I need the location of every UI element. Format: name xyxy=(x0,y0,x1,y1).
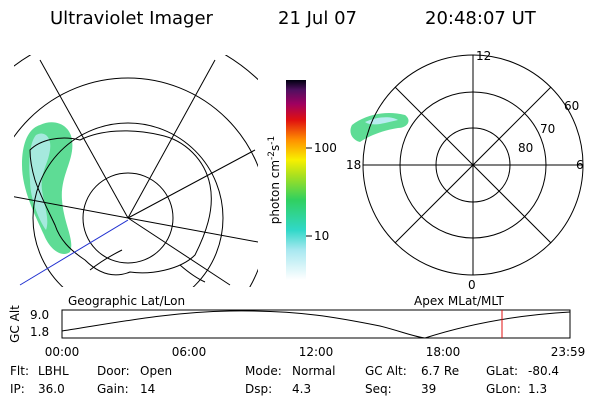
time: 20:48:07 UT xyxy=(425,8,537,29)
timeline-box xyxy=(61,309,571,339)
status-label: Gain: xyxy=(97,382,129,396)
mlat-label: 70 xyxy=(540,122,555,136)
mlt-label: 18 xyxy=(346,158,361,172)
coastline-detail xyxy=(89,249,206,283)
time-label: 00:00 xyxy=(45,345,80,359)
mlt-label: 0 xyxy=(468,278,476,292)
status-value: -80.4 xyxy=(528,364,559,378)
panel-label: Geographic Lat/Lon xyxy=(68,294,185,308)
status-label: Door: xyxy=(97,364,130,378)
colorbar-unit: photon cm-2s-1 xyxy=(267,136,282,225)
unit-exp: -2 xyxy=(267,151,277,160)
date: 21 Jul 07 xyxy=(278,8,357,29)
mlat-label: 80 xyxy=(518,141,533,155)
status-value: 1.3 xyxy=(528,382,547,396)
magnetic-map: 12 18 6 0 60 70 80 xyxy=(346,49,584,292)
timeline-y-label: 9.0 xyxy=(30,308,49,322)
status-fields: Flt: LBHL Door: Open Mode: Normal GC Alt: 6.7 R… xyxy=(10,364,559,396)
time-label: 18:00 xyxy=(426,345,461,359)
unit-mid: s xyxy=(268,145,282,151)
time-label: 23:59 xyxy=(551,345,586,359)
colorbar xyxy=(286,80,306,280)
status-label: GLat: xyxy=(486,364,518,378)
status-label: IP: xyxy=(10,382,25,396)
altitude-curve xyxy=(61,310,571,339)
unit-base: photon cm xyxy=(268,160,282,224)
colorbar-tick-label: 10 xyxy=(314,229,329,243)
status-label: Flt: xyxy=(10,364,29,378)
satellite-track xyxy=(19,219,129,286)
status-value: 14 xyxy=(140,382,155,396)
colorbar-tick-label: 100 xyxy=(314,141,337,155)
time-label: 12:00 xyxy=(299,345,334,359)
status-value: LBHL xyxy=(38,364,69,378)
status-value: 6.7 Re xyxy=(421,364,459,378)
timeline-axis-label: GC Alt xyxy=(8,305,22,343)
instrument: Ultraviolet Imager xyxy=(50,8,214,29)
status-value: 39 xyxy=(421,382,436,396)
status-label: GC Alt: xyxy=(365,364,407,378)
status-value: Open xyxy=(140,364,172,378)
status-value: Normal xyxy=(292,364,335,378)
status-value: 4.3 xyxy=(292,382,311,396)
aurora xyxy=(350,113,409,142)
panel-label: Apex MLat/MLT xyxy=(414,294,504,308)
status-label: Seq: xyxy=(365,382,392,396)
unit-exp: -1 xyxy=(267,136,277,145)
geographic-map xyxy=(14,55,258,287)
grid xyxy=(14,55,258,287)
status-label: GLon: xyxy=(486,382,521,396)
mlat-label: 60 xyxy=(564,99,579,113)
status-label: Mode: xyxy=(245,364,282,378)
timeline-y-label: 1.8 xyxy=(30,325,49,339)
time-label: 06:00 xyxy=(172,345,207,359)
mlt-label: 12 xyxy=(476,49,491,63)
status-label: Dsp: xyxy=(245,382,272,396)
coastline xyxy=(29,130,212,276)
mlt-label: 6 xyxy=(576,158,584,172)
status-value: 36.0 xyxy=(38,382,65,396)
